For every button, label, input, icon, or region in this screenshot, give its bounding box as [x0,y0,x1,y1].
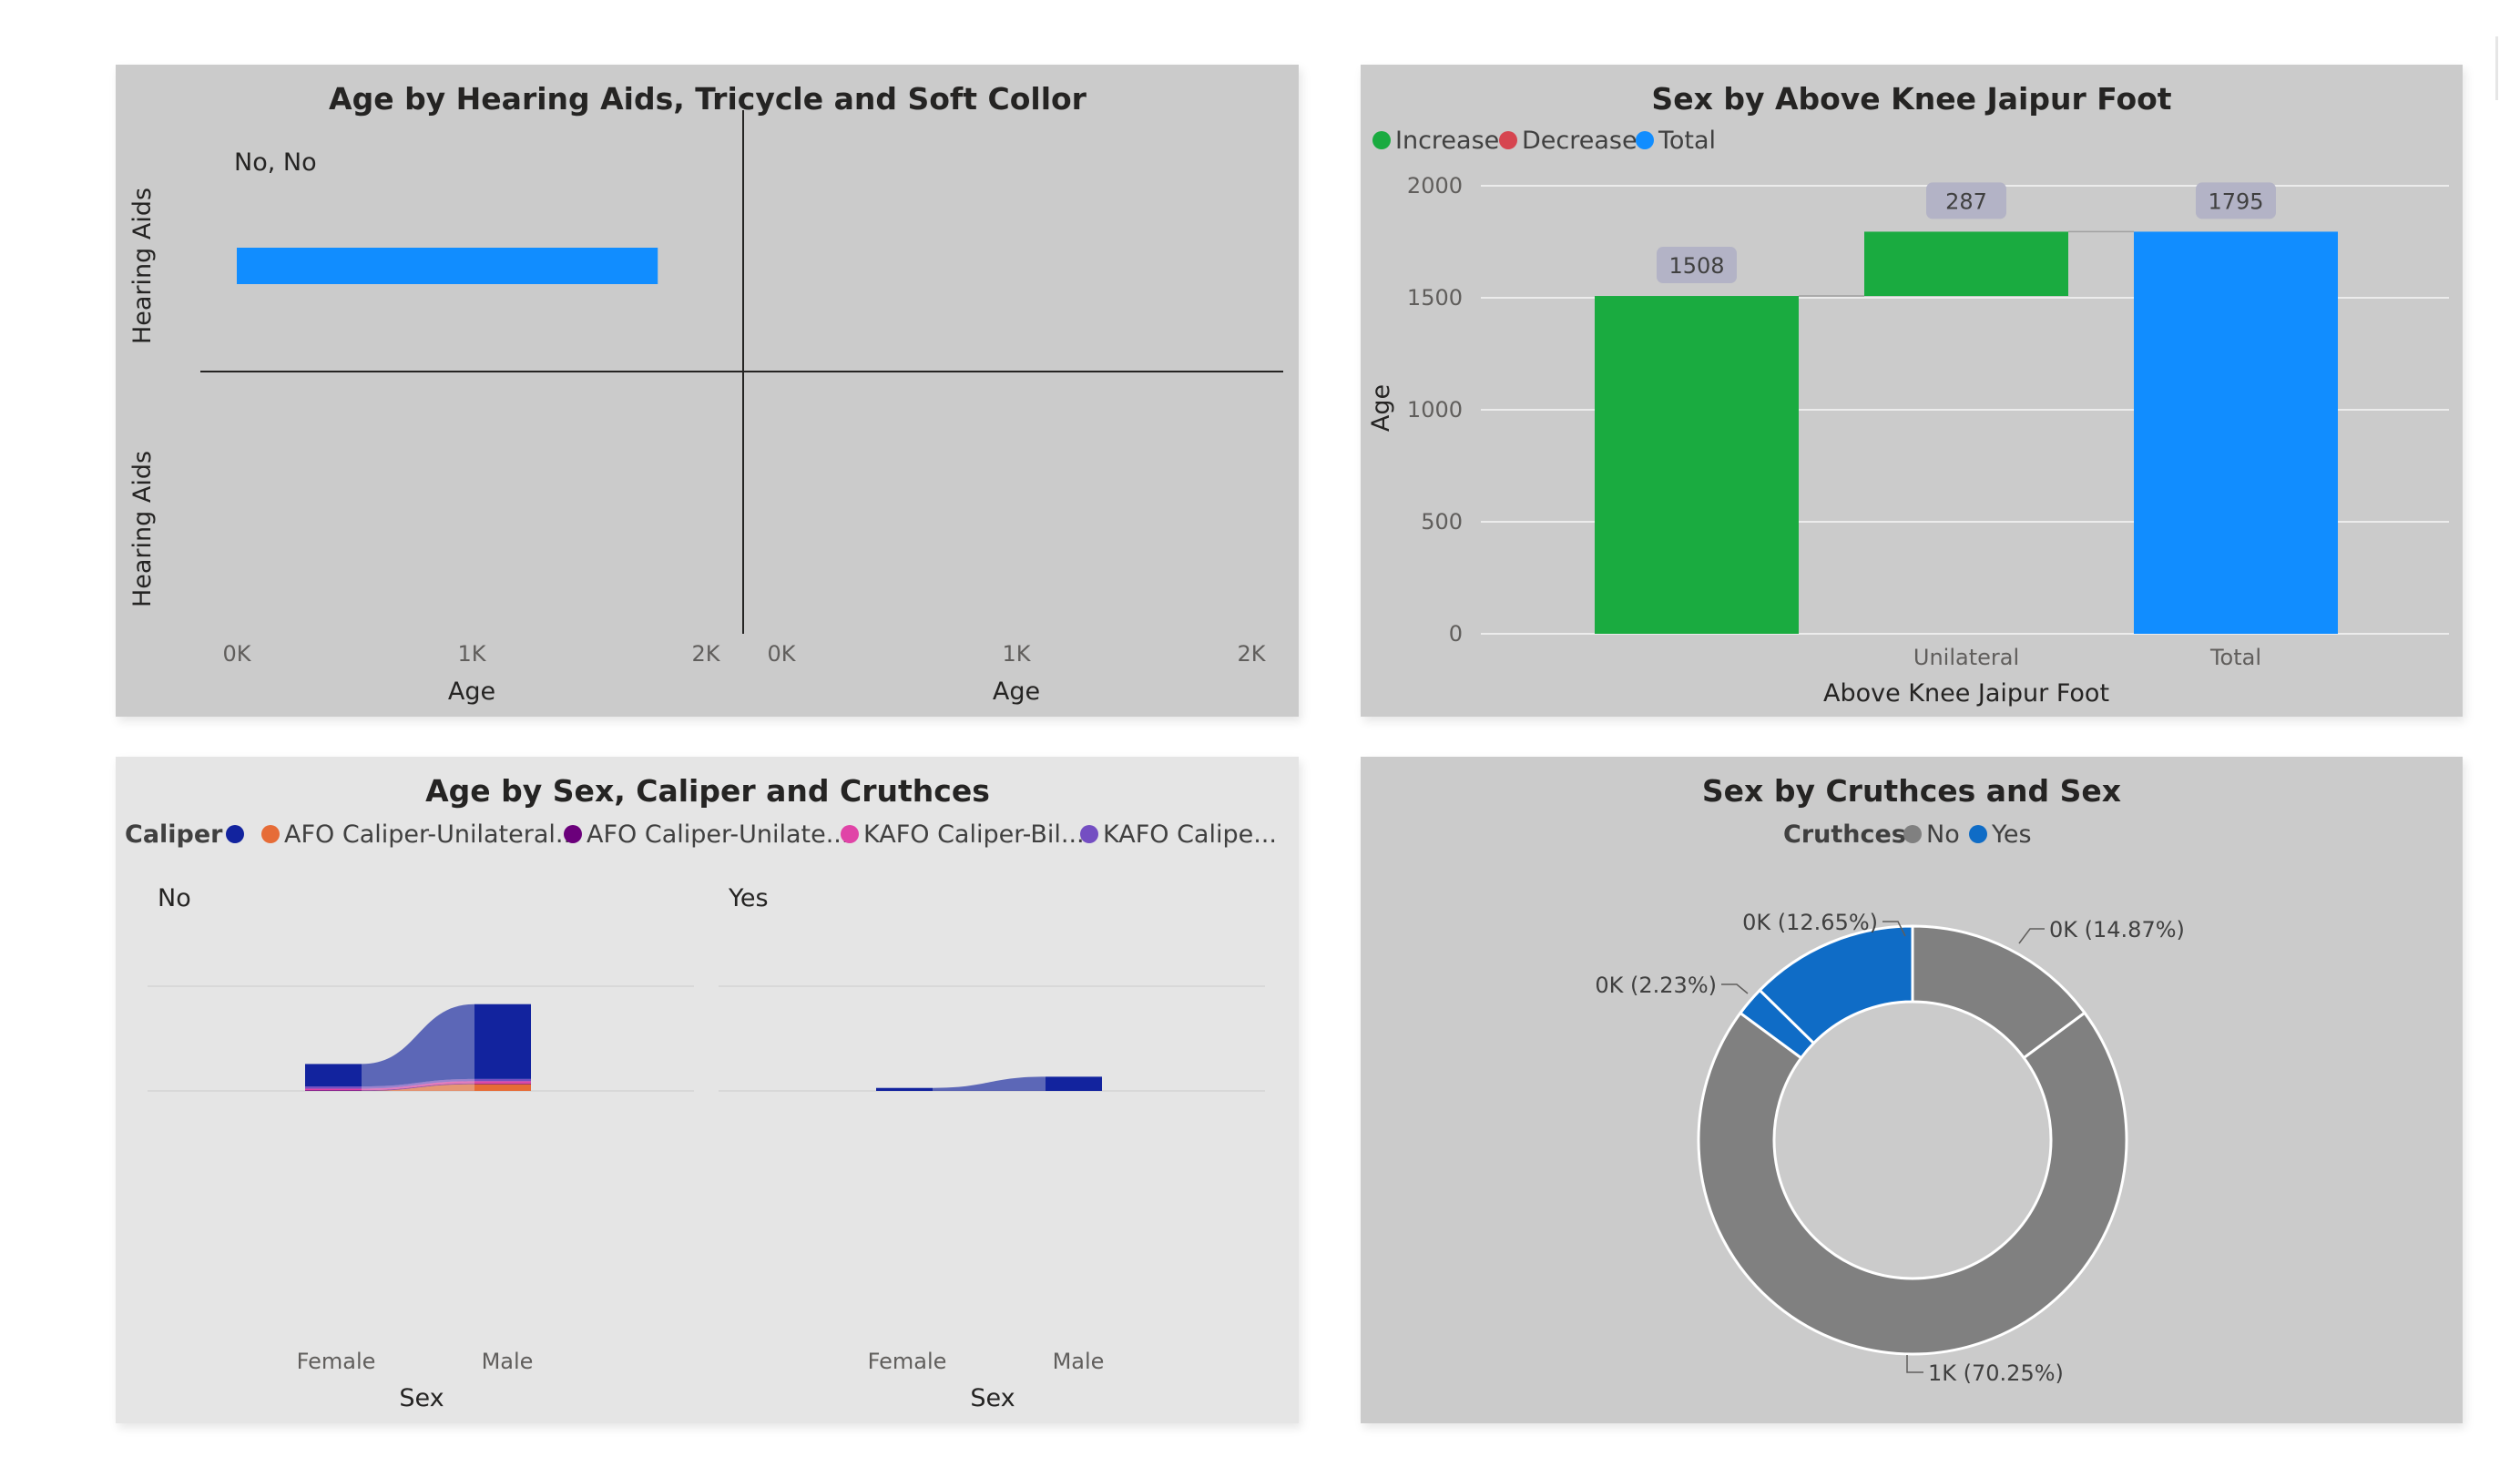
legend-marker-decrease [1499,131,1517,149]
panel-label: No, No [234,148,317,177]
legend-label-yes[interactable]: Yes [1991,820,2032,849]
ribbon-bar-female[interactable] [305,1064,362,1087]
x-tick: Unilateral [1913,645,2019,670]
x-tick: 0K [222,641,251,667]
slice-label: 1K (70.25%) [1928,1360,2064,1386]
data-label: 1795 [2208,188,2263,214]
ribbon-bar-male[interactable] [1046,1076,1102,1091]
donut-slice[interactable] [1697,1011,2128,1356]
slice-label: 0K (12.65%) [1742,910,1878,935]
leader-line [1721,983,1749,994]
x-tick: Female [868,1349,947,1374]
legend-label-decrease[interactable]: Decrease [1522,127,1637,155]
slice-label: 0K (2.23%) [1595,973,1717,998]
ribbon-bar-female[interactable] [305,1088,362,1091]
data-label-bg [1657,247,1737,284]
x-tick: 2K [691,641,720,667]
data-label-bg [2196,182,2276,219]
legend-title: Caliper [125,820,223,849]
y-tick: 500 [1421,509,1463,535]
x-tick: Total [2209,645,2261,670]
data-label: 1508 [1668,253,1724,279]
leader-line [1882,921,1906,937]
hearing-aids-chart-svg: Age by Hearing Aids, Tricycle and Soft C… [128,81,1283,706]
legend-marker [841,825,859,843]
x-tick: Female [297,1349,376,1374]
ribbon[interactable] [362,1081,474,1091]
ribbon-chart[interactable]: Age by Sex, Caliper and Cruthces Caliper… [116,757,1299,1423]
data-label-bg [1926,182,2006,219]
legend-marker-increase [1372,131,1391,149]
leader-line [1906,1355,1923,1373]
donut-chart[interactable]: Sex by Cruthces and Sex Cruthces No Yes … [1361,757,2463,1423]
y-axis-title: Hearing Aids [128,451,157,607]
x-axis-title: Sex [399,1384,444,1412]
x-axis-title: Age [448,678,495,706]
waterfall-bar[interactable] [1864,231,2068,297]
legend-marker [564,825,582,843]
legend-marker [226,825,244,843]
x-tick: Male [482,1349,534,1374]
waterfall-bar[interactable] [2134,231,2338,634]
x-tick: Male [1053,1349,1105,1374]
legend-marker-total [1636,131,1654,149]
ribbon-bar-male[interactable] [474,1084,531,1091]
ribbon-bar-female[interactable] [305,1086,362,1089]
panel-label: No [158,884,191,912]
legend-label[interactable]: AFO Caliper-Unilate... [587,820,849,849]
bar-no-no[interactable] [237,248,658,284]
y-tick: 2000 [1407,173,1463,199]
chart-title: Sex by Cruthces and Sex [1702,773,2121,809]
slice-label: 0K (14.87%) [2049,917,2185,942]
y-tick: 0 [1449,621,1463,647]
x-axis-title: Above Knee Jaipur Foot [1823,679,2109,708]
ribbon[interactable] [362,1083,474,1091]
ribbon-bar-male[interactable] [474,1078,531,1082]
chart-title: Sex by Above Knee Jaipur Foot [1651,81,2171,117]
x-tick: 0K [767,641,796,667]
x-tick: 1K [457,641,486,667]
ribbon[interactable] [362,1004,474,1087]
hearing-aids-chart[interactable]: Age by Hearing Aids, Tricycle and Soft C… [116,65,1299,717]
waterfall-bar[interactable] [1595,296,1799,634]
x-axis-title: Sex [970,1384,1015,1412]
ribbon-bar-male[interactable] [474,1081,531,1084]
waterfall-chart[interactable]: Sex by Above Knee Jaipur Foot Increase D… [1361,65,2463,717]
legend-label[interactable]: KAFO Calipe... [1103,820,1277,849]
panel-label: Yes [728,884,769,912]
donut-slice[interactable] [1758,924,1914,1045]
ribbon-chart-svg: Age by Sex, Caliper and Cruthces Caliper… [125,773,1277,1412]
ribbon-bar-male[interactable] [474,1004,531,1079]
ribbon-bar-male[interactable] [474,1083,531,1085]
y-axis-title: Age [1367,384,1395,432]
legend-label[interactable]: AFO Caliper-Unilateral... [284,820,579,849]
chart-title: Age by Hearing Aids, Tricycle and Soft C… [329,81,1087,117]
y-axis-title: Hearing Aids [128,188,157,344]
donut-chart-svg: Sex by Cruthces and Sex Cruthces No Yes … [1595,773,2185,1386]
ribbon[interactable] [362,1078,474,1089]
ribbon-bar-female[interactable] [876,1087,933,1091]
y-tick: 1500 [1407,285,1463,311]
legend-marker [1080,825,1098,843]
legend-title: Cruthces [1783,820,1906,849]
edge-line [2495,36,2498,100]
legend-label-increase[interactable]: Increase [1395,127,1499,155]
ribbon[interactable] [362,1084,474,1091]
legend-marker-no [1903,825,1922,843]
waterfall-chart-svg: Sex by Above Knee Jaipur Foot Increase D… [1367,81,2449,708]
x-tick: 2K [1237,641,1266,667]
ribbon-bar-female[interactable] [305,1090,362,1091]
legend-marker-yes [1969,825,1987,843]
y-tick: 1000 [1407,397,1463,423]
ribbon[interactable] [933,1076,1046,1091]
data-label: 287 [1945,188,1987,214]
legend-label-no[interactable]: No [1926,820,1960,849]
legend-marker [261,825,280,843]
x-tick: 1K [1002,641,1031,667]
legend-label-total[interactable]: Total [1658,127,1716,155]
chart-title: Age by Sex, Caliper and Cruthces [425,773,990,809]
x-axis-title: Age [993,678,1040,706]
leader-line [2018,928,2045,944]
legend-label[interactable]: KAFO Caliper-Bil... [863,820,1085,849]
